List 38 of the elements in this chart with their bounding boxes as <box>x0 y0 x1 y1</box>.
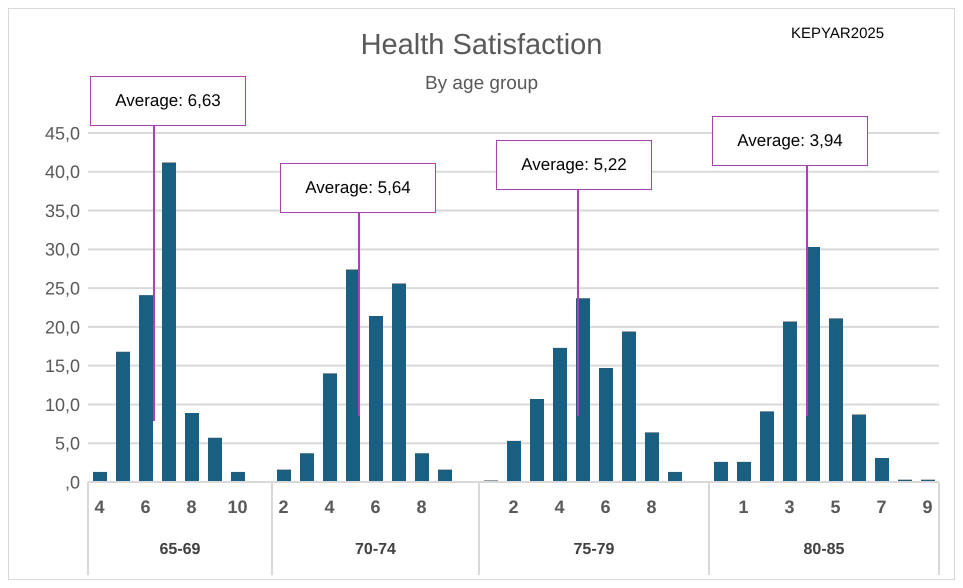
y-tick-label: ,0 <box>64 472 80 492</box>
text: Average: 6,63 <box>90 76 246 126</box>
x-tick-label: 4 <box>94 496 105 517</box>
annotation: Average: 5,64 <box>280 163 436 213</box>
text: 65-69 <box>158 541 202 559</box>
text: 75-79 <box>572 541 616 559</box>
annotation: Average: 5,22 <box>496 140 652 190</box>
x-tick-label: 6 <box>140 496 151 517</box>
chart-subtitle: By age group <box>424 73 538 94</box>
annotation: Average: 3,94 <box>712 116 868 166</box>
y-tick-label: 10,0 <box>44 394 80 415</box>
y-tick-label: 15,0 <box>44 356 80 376</box>
text: 70-74 <box>354 541 397 559</box>
y-tick-label: 45,0 <box>44 123 80 144</box>
x-tick-label: 1 <box>738 496 749 517</box>
x-tick-label: 6 <box>600 496 611 517</box>
y-tick-label: 25,0 <box>44 278 80 298</box>
y-tick-label: 40,0 <box>44 162 80 182</box>
y-tick-label: 5,0 <box>54 434 80 454</box>
x-tick-label: 4 <box>324 496 335 517</box>
x-tick-label: 4 <box>554 496 565 517</box>
x-tick-label: 8 <box>646 496 657 517</box>
y-tick-label: 20,0 <box>44 317 80 338</box>
chart-title: Health Satisfaction <box>360 29 602 61</box>
x-tick-label: 2 <box>278 496 289 517</box>
x-tick-label: 8 <box>416 496 427 517</box>
text: 80-85 <box>802 541 846 559</box>
x-tick-label: 7 <box>876 496 887 517</box>
x-tick-label: 5 <box>830 496 841 517</box>
x-tick-label: 9 <box>922 496 933 517</box>
x-tick-label: 10 <box>227 496 248 517</box>
y-tick-label: 30,0 <box>44 240 80 260</box>
x-tick-label: 6 <box>370 496 381 517</box>
x-tick-label: 2 <box>508 496 519 517</box>
x-tick-label: 3 <box>784 496 795 517</box>
text: KEPYAR2025 <box>791 25 884 42</box>
x-tick-label: 8 <box>186 496 197 517</box>
y-tick-label: 35,0 <box>44 200 80 221</box>
